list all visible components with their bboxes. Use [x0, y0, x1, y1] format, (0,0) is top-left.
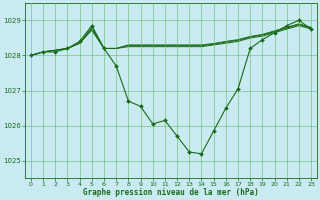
X-axis label: Graphe pression niveau de la mer (hPa): Graphe pression niveau de la mer (hPa): [83, 188, 259, 197]
